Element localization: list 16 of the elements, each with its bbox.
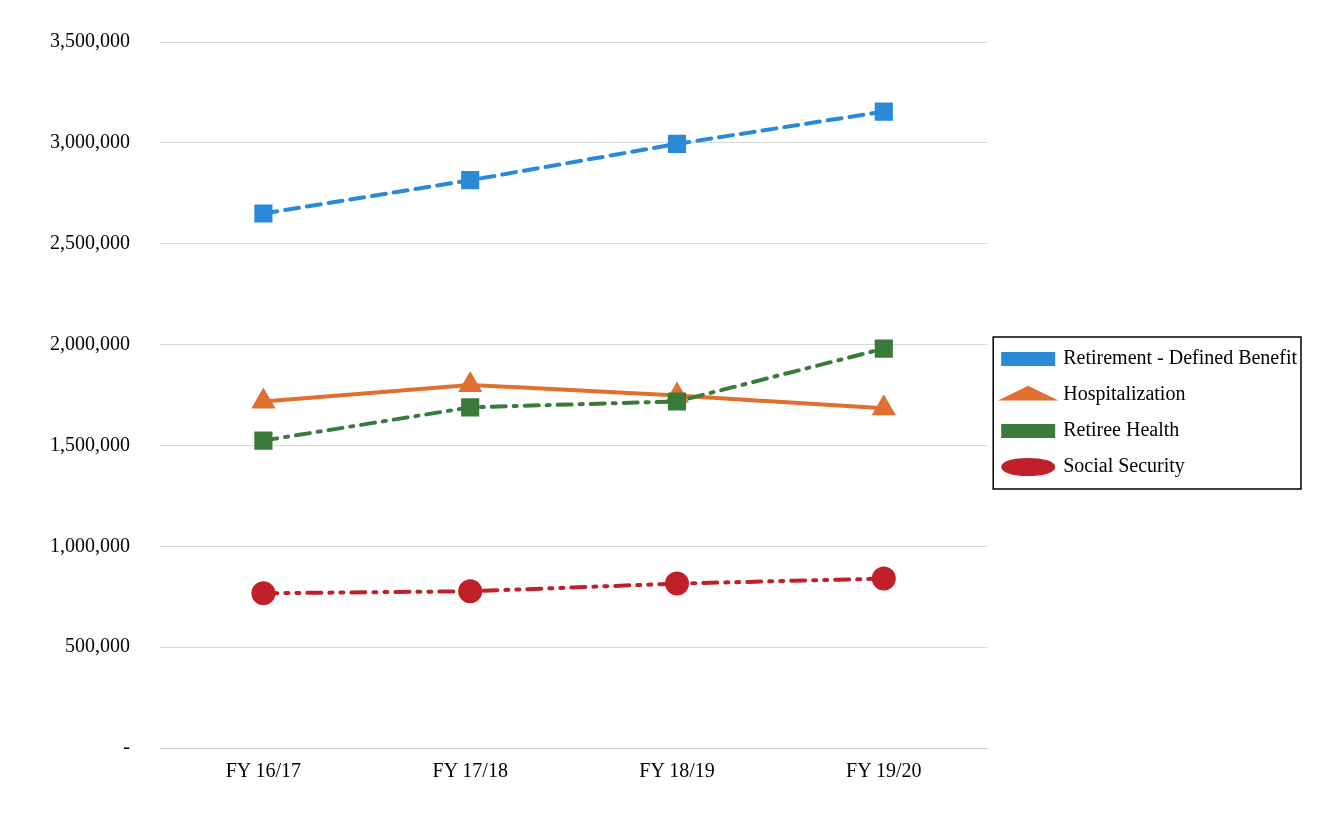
legend-label: Retiree Health [1063, 418, 1180, 441]
y-tick-label: 1,500,000 [50, 432, 130, 455]
x-tick-label: FY 17/18 [432, 759, 508, 782]
legend-label: Social Security [1063, 454, 1185, 478]
y-tick-label: 3,500,000 [50, 29, 130, 52]
x-tick-label: FY 19/20 [846, 759, 922, 782]
y-tick-label: 3,000,000 [50, 130, 130, 153]
x-tick-label: FY 18/19 [639, 759, 715, 782]
x-tick-label: FY 16/17 [225, 759, 302, 782]
legend-label: Hospitalization [1063, 382, 1186, 406]
y-tick-label: - [123, 735, 130, 758]
y-tick-label: 2,500,000 [50, 230, 130, 253]
y-tick-label: 1,000,000 [50, 533, 130, 556]
legend-label: Retirement - Defined Benefit [1063, 346, 1298, 369]
y-tick-label: 500,000 [65, 634, 130, 657]
y-tick-label: 2,000,000 [50, 331, 130, 354]
